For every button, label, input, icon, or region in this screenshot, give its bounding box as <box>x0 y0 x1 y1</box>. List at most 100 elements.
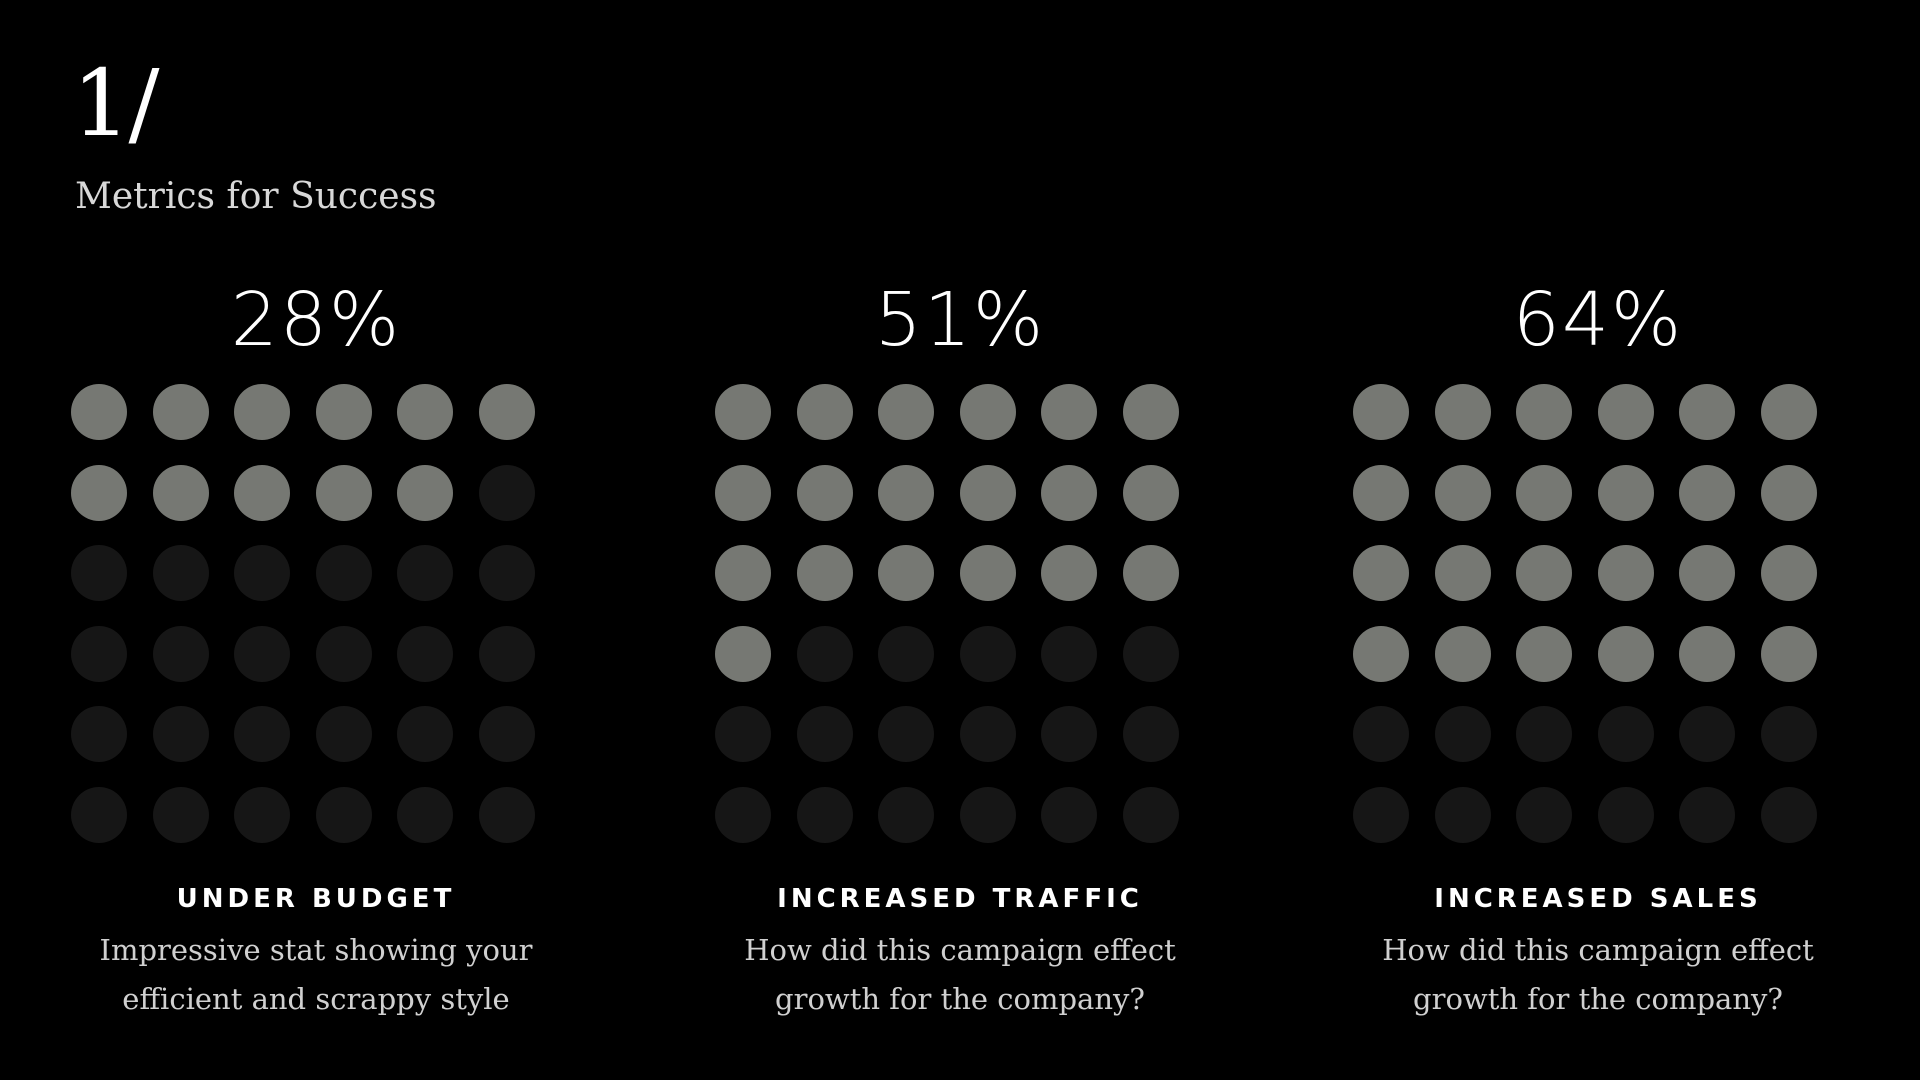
dot-empty <box>315 706 372 762</box>
slide-subtitle: Metrics for Success <box>75 176 437 217</box>
dot-empty <box>959 786 1016 843</box>
dot-empty <box>1516 786 1573 843</box>
description-line: growth for the company? <box>1413 982 1783 1016</box>
dot-filled <box>1597 545 1654 601</box>
dot-empty <box>1761 786 1817 843</box>
dot-empty <box>796 625 853 682</box>
dot-empty <box>1123 625 1179 682</box>
dot-filled <box>1353 384 1409 440</box>
description-line: How did this campaign effect <box>744 933 1176 967</box>
dot-filled <box>959 384 1016 440</box>
dot-empty <box>878 786 935 843</box>
dot-empty <box>315 545 372 601</box>
dot-empty <box>1041 706 1098 762</box>
dot-empty <box>152 786 209 843</box>
dot-filled <box>959 464 1016 521</box>
dot-empty <box>479 786 535 843</box>
dot-filled <box>1353 545 1409 601</box>
dot-empty <box>1516 706 1573 762</box>
dot-filled <box>715 464 771 521</box>
dot-filled <box>1123 545 1179 601</box>
dot-filled <box>1679 625 1736 682</box>
dot-filled <box>878 464 935 521</box>
dot-empty <box>234 786 291 843</box>
metric-label: INCREASED TRAFFIC <box>777 884 1143 914</box>
dot-filled <box>1679 384 1736 440</box>
dot-empty <box>234 545 291 601</box>
dot-filled <box>234 384 291 440</box>
dot-filled <box>796 384 853 440</box>
dot-filled <box>715 384 771 440</box>
dot-filled <box>796 464 853 521</box>
dot-filled <box>1041 384 1098 440</box>
dot-filled <box>71 464 127 521</box>
dot-empty <box>71 625 127 682</box>
dot-filled <box>715 625 771 682</box>
dot-filled <box>1123 464 1179 521</box>
dot-filled <box>1761 384 1817 440</box>
dot-filled <box>1353 464 1409 521</box>
dot-empty <box>71 706 127 762</box>
dot-empty <box>479 545 535 601</box>
description-line: efficient and scrappy style <box>122 982 510 1016</box>
dot-empty <box>1597 706 1654 762</box>
metric-description: Impressive stat showing your efficient a… <box>36 926 596 1024</box>
dot-empty <box>1123 786 1179 843</box>
dot-filled <box>1761 545 1817 601</box>
dot-empty <box>234 706 291 762</box>
dot-filled <box>1679 545 1736 601</box>
dot-filled <box>1041 545 1098 601</box>
dot-filled <box>1597 384 1654 440</box>
dot-filled <box>315 384 372 440</box>
dot-empty <box>1679 706 1736 762</box>
dot-filled <box>1123 384 1179 440</box>
dot-filled <box>234 464 291 521</box>
dot-filled <box>397 464 454 521</box>
dot-empty <box>397 545 454 601</box>
dot-empty <box>878 625 935 682</box>
dot-grid <box>1353 384 1843 874</box>
dot-filled <box>878 384 935 440</box>
dot-filled <box>71 384 127 440</box>
metric-panel-increased-traffic: 51% INCREASED TRAFFIC How did this campa… <box>680 270 1240 1024</box>
dot-empty <box>71 545 127 601</box>
dot-filled <box>1434 545 1491 601</box>
description-line: growth for the company? <box>775 982 1145 1016</box>
dot-filled <box>1516 545 1573 601</box>
dot-empty <box>1597 786 1654 843</box>
metric-value: 64% <box>1512 277 1684 363</box>
dot-empty <box>1041 625 1098 682</box>
dot-filled <box>1761 464 1817 521</box>
dot-empty <box>878 706 935 762</box>
dot-empty <box>152 625 209 682</box>
dot-empty <box>959 706 1016 762</box>
dot-empty <box>1679 786 1736 843</box>
dot-filled <box>1434 464 1491 521</box>
dot-empty <box>1353 786 1409 843</box>
dot-filled <box>1353 625 1409 682</box>
dot-filled <box>1516 384 1573 440</box>
description-line: Impressive stat showing your <box>99 933 533 967</box>
metric-label: UNDER BUDGET <box>176 884 456 914</box>
dot-empty <box>152 545 209 601</box>
dot-filled <box>152 384 209 440</box>
dot-filled <box>1041 464 1098 521</box>
dot-filled <box>1679 464 1736 521</box>
dot-empty <box>397 706 454 762</box>
dot-filled <box>1597 464 1654 521</box>
dot-empty <box>315 786 372 843</box>
metric-value: 28% <box>230 277 402 363</box>
dot-empty <box>715 786 771 843</box>
dot-empty <box>1353 706 1409 762</box>
dot-empty <box>234 625 291 682</box>
dot-filled <box>152 464 209 521</box>
dot-empty <box>71 786 127 843</box>
slide-number: 1/ <box>72 50 160 157</box>
dot-grid <box>715 384 1205 874</box>
dot-filled <box>1761 625 1817 682</box>
dot-empty <box>397 625 454 682</box>
metric-panel-increased-sales: 64% INCREASED SALES How did this campaig… <box>1318 270 1878 1024</box>
dot-filled <box>1516 464 1573 521</box>
dot-empty <box>715 706 771 762</box>
dot-filled <box>715 545 771 601</box>
